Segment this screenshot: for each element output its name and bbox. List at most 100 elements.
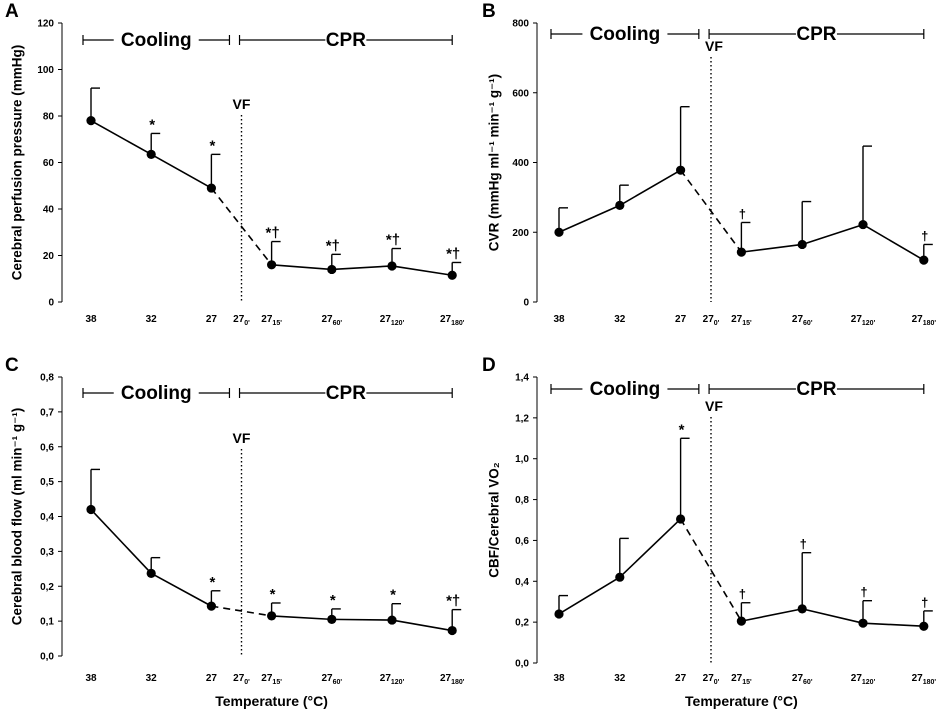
significance-marker: * bbox=[390, 587, 396, 604]
series-segment bbox=[619, 169, 682, 207]
series-segment bbox=[90, 119, 152, 156]
y-tick-label: 40 bbox=[43, 205, 55, 216]
series-segment bbox=[90, 508, 152, 574]
series-segment-dashed bbox=[679, 518, 743, 622]
x-tick-label: 2715' bbox=[261, 673, 282, 686]
data-point bbox=[447, 625, 457, 636]
x-axis-title: Temperature (°C) bbox=[215, 693, 328, 709]
data-point bbox=[858, 219, 868, 230]
x-tick-label: 270' bbox=[703, 673, 720, 686]
data-point bbox=[676, 514, 686, 524]
x-tick-label: 27 bbox=[206, 673, 218, 684]
x-axis-title: Temperature (°C) bbox=[685, 693, 798, 709]
y-tick-label: 0,4 bbox=[40, 512, 54, 523]
x-tick-label: 270' bbox=[233, 673, 250, 686]
data-point bbox=[267, 611, 277, 621]
x-tick-label: 32 bbox=[614, 314, 626, 325]
x-tick-label: 27120' bbox=[851, 673, 876, 686]
y-tick-label: 0,4 bbox=[515, 577, 529, 588]
significance-marker: † bbox=[921, 228, 928, 243]
y-tick-label: 0,0 bbox=[40, 652, 54, 663]
significance-marker: *† bbox=[446, 245, 460, 262]
series-segment bbox=[619, 518, 682, 578]
data-point bbox=[206, 601, 216, 611]
series-segment-dashed bbox=[679, 169, 743, 253]
y-axis-title: CBF/Cerebral VO₂ bbox=[487, 462, 502, 578]
x-tick-label: 27180' bbox=[440, 673, 465, 686]
series-segment bbox=[862, 223, 925, 261]
data-point bbox=[86, 116, 96, 126]
x-tick-label: 32 bbox=[614, 673, 626, 684]
x-tick-label: 38 bbox=[85, 314, 97, 325]
chart-d: D 0,0 0,2 0,4 0,6 0,8 1,0 1,2 1,4 CBF/Cerebral VO… bbox=[482, 355, 936, 709]
significance-marker: † bbox=[739, 206, 746, 221]
series-segment bbox=[391, 265, 453, 277]
y-tick-label: 0,2 bbox=[40, 582, 54, 593]
significance-marker: * bbox=[330, 592, 336, 609]
data-point bbox=[615, 572, 625, 582]
x-tick-label: 2760' bbox=[322, 673, 343, 686]
data-point bbox=[327, 264, 337, 275]
x-tick-label: 270' bbox=[703, 314, 720, 327]
data-point bbox=[146, 568, 156, 578]
series-segment bbox=[331, 618, 393, 621]
phase-label: Cooling bbox=[121, 383, 192, 404]
x-tick-label: 38 bbox=[553, 314, 565, 325]
y-tick-label: 80 bbox=[43, 112, 55, 123]
y-axis-title: CVR (mmHg ml⁻¹ min⁻¹ g⁻¹) bbox=[487, 74, 502, 251]
series-segment bbox=[741, 608, 803, 622]
data-point bbox=[86, 504, 96, 515]
vf-label: VF bbox=[233, 96, 251, 112]
x-tick-label: 27180' bbox=[912, 314, 937, 327]
y-tick-label: 800 bbox=[512, 19, 529, 30]
y-tick-label: 0,6 bbox=[40, 442, 54, 453]
series-segment bbox=[271, 264, 332, 271]
series-segment bbox=[271, 615, 332, 621]
data-point bbox=[554, 227, 564, 237]
y-tick-label: 1,2 bbox=[515, 413, 529, 424]
x-tick-label: 27 bbox=[206, 314, 218, 325]
x-tick-label: 2760' bbox=[792, 673, 813, 686]
series-segment bbox=[801, 223, 864, 246]
data-point bbox=[736, 616, 747, 626]
series-segment bbox=[331, 265, 393, 271]
x-tick-label: 32 bbox=[146, 673, 158, 684]
x-tick-label: 27120' bbox=[851, 314, 876, 327]
y-tick-label: 200 bbox=[512, 228, 529, 239]
y-tick-label: 1,0 bbox=[515, 454, 529, 465]
y-tick-label: 400 bbox=[512, 158, 529, 169]
panel-label: B bbox=[482, 1, 496, 22]
y-tick-label: 0,2 bbox=[515, 618, 529, 629]
significance-marker: *† bbox=[326, 237, 340, 254]
series-segment bbox=[802, 608, 864, 624]
data-point bbox=[447, 270, 457, 280]
x-tick-label: 27180' bbox=[912, 673, 937, 686]
y-tick-label: 0,0 bbox=[515, 659, 529, 670]
y-axis-title: Cerebral perfusion pressure (mmHg) bbox=[10, 45, 25, 281]
phase-label: CPR bbox=[326, 383, 366, 404]
data-point bbox=[387, 615, 397, 625]
y-tick-label: 0 bbox=[48, 298, 54, 309]
x-tick-label: 2760' bbox=[322, 314, 343, 327]
data-point bbox=[919, 621, 929, 631]
phase-label: Cooling bbox=[590, 24, 661, 45]
x-tick-label: 38 bbox=[85, 673, 97, 684]
data-point bbox=[206, 183, 216, 193]
x-tick-label: 27120' bbox=[380, 314, 405, 327]
phase-label: CPR bbox=[796, 24, 836, 45]
chart-c: C 0,0 0,1 0,2 0,3 0,4 0,5 0,6 0,7 0,8 Cerebral blo… bbox=[5, 355, 465, 709]
y-tick-label: 60 bbox=[43, 158, 55, 169]
y-tick-label: 0,7 bbox=[40, 407, 54, 418]
significance-marker: * bbox=[209, 137, 215, 154]
y-tick-label: 0,3 bbox=[40, 547, 54, 558]
data-point bbox=[387, 261, 397, 271]
significance-marker: † bbox=[921, 595, 928, 610]
x-tick-label: 2715' bbox=[731, 673, 752, 686]
phase-label: Cooling bbox=[121, 30, 192, 51]
y-tick-label: 120 bbox=[37, 19, 54, 30]
y-tick-label: 100 bbox=[37, 65, 54, 76]
x-tick-label: 38 bbox=[553, 673, 565, 684]
x-tick-label: 32 bbox=[146, 314, 158, 325]
significance-marker: † bbox=[860, 585, 867, 600]
